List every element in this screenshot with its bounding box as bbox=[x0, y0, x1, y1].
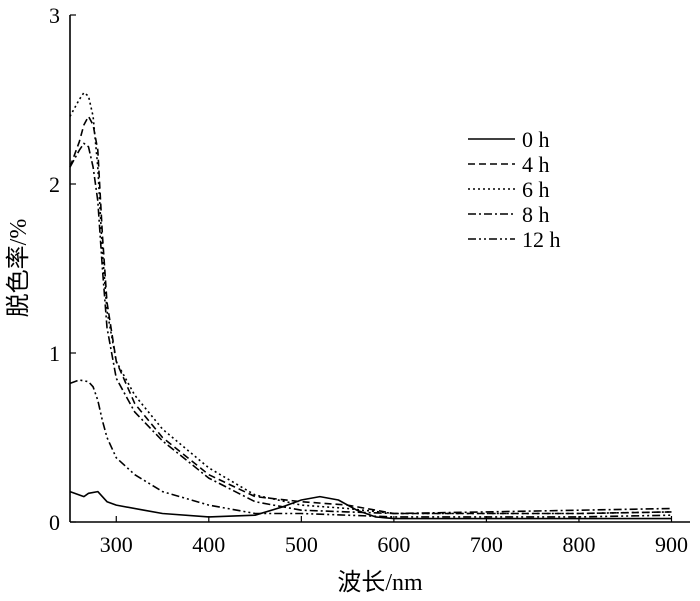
y-tick-label: 1 bbox=[49, 341, 60, 366]
x-tick-label: 800 bbox=[562, 532, 595, 557]
x-tick-label: 600 bbox=[377, 532, 410, 557]
plot-area bbox=[69, 15, 690, 523]
legend: 0 h4 h6 h8 h12 h bbox=[468, 127, 561, 252]
series-line-12h bbox=[69, 379, 672, 518]
legend-label: 12 h bbox=[522, 227, 561, 252]
legend-label: 0 h bbox=[522, 127, 550, 152]
x-tick-label: 400 bbox=[192, 532, 225, 557]
x-tick-label: 700 bbox=[470, 532, 503, 557]
y-tick-label: 2 bbox=[49, 172, 60, 197]
series-line-8h bbox=[69, 142, 672, 515]
x-axis-title: 波长/nm bbox=[337, 569, 423, 596]
legend-label: 6 h bbox=[522, 177, 550, 202]
x-tick-label: 900 bbox=[655, 532, 688, 557]
legend-label: 8 h bbox=[522, 202, 550, 227]
y-axis-title: 脱色率/% bbox=[5, 219, 32, 318]
series-layer bbox=[69, 91, 672, 520]
series-line-6h bbox=[69, 91, 672, 515]
x-tick-label: 500 bbox=[285, 532, 318, 557]
series-line-0h bbox=[69, 490, 672, 520]
y-tick-label: 0 bbox=[49, 510, 60, 535]
axis-ticks: 300 400 500 600 700 800 900 0 1 2 3 bbox=[49, 3, 688, 557]
y-tick-label: 3 bbox=[49, 3, 60, 28]
series-line-4h bbox=[69, 115, 672, 515]
x-tick-label: 300 bbox=[100, 532, 133, 557]
legend-label: 4 h bbox=[522, 152, 550, 177]
